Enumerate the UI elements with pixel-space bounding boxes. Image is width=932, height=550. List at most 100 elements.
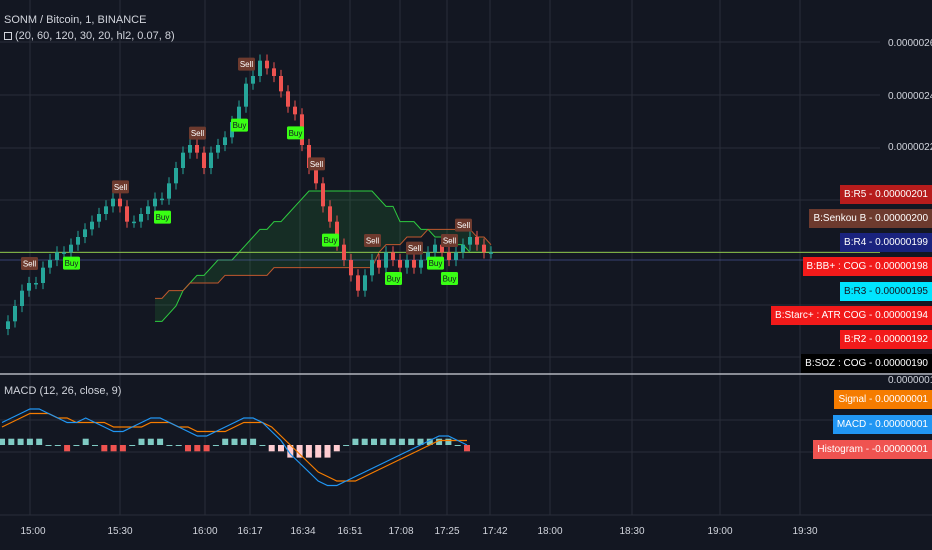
indicator-legend[interactable]: (20, 60, 120, 30, 20, hl2, 0.07, 8)	[4, 30, 175, 42]
candle-body	[174, 168, 178, 184]
signal-badge	[385, 272, 402, 285]
histogram-bar	[287, 445, 294, 458]
buy-signal: Buy	[322, 233, 339, 247]
buy-signal: Buy	[441, 272, 458, 285]
signal-badge	[112, 180, 129, 194]
signal-badge	[427, 256, 444, 270]
candle-body	[251, 76, 255, 84]
candle-body	[258, 60, 262, 76]
candle-body	[216, 145, 220, 153]
histogram-bar	[157, 438, 164, 445]
signal-label: Buy	[429, 259, 443, 268]
candle-body	[335, 221, 339, 245]
candle-body	[405, 260, 409, 268]
time-tick-label: 15:30	[107, 526, 133, 537]
signal-badge	[441, 272, 458, 285]
price-tick-label: 0.00000010	[888, 375, 932, 386]
candle-body	[167, 183, 171, 199]
histogram-bar	[324, 445, 331, 458]
signal-badge	[238, 57, 255, 71]
macd-badge: Signal - 0.00000001	[834, 390, 932, 409]
candle-body	[272, 68, 276, 76]
candle-body	[328, 206, 332, 222]
histogram-bar	[129, 445, 136, 446]
candle-body	[20, 290, 24, 306]
histogram-bar	[315, 445, 322, 458]
histogram-bar	[445, 438, 452, 445]
time-tick-label: 16:34	[290, 526, 316, 537]
sell-signal: Sell	[455, 218, 472, 232]
time-tick-label: 15:00	[20, 526, 46, 537]
signal-badge	[189, 126, 206, 140]
histogram-bar	[73, 445, 80, 446]
signal-badge	[154, 210, 171, 224]
signal-badge	[63, 256, 80, 270]
indicator-icon[interactable]	[4, 32, 12, 40]
histogram-bar	[203, 445, 210, 452]
candle-body	[90, 221, 94, 230]
candle-body	[202, 152, 206, 168]
price-badge: B:Starc+ : ATR COG - 0.00000194	[771, 306, 932, 325]
histogram-bar	[464, 445, 470, 452]
macd-legend[interactable]: MACD (12, 26, close, 9)	[4, 385, 121, 397]
candle-body	[419, 260, 423, 268]
candle-body	[349, 260, 353, 276]
signal-label: Buy	[289, 129, 303, 138]
sell-signal: Sell	[364, 234, 381, 247]
candle-body	[370, 260, 374, 276]
time-tick-label: 19:30	[792, 526, 818, 537]
candle-body	[363, 275, 367, 291]
candle-body	[237, 106, 241, 122]
candle-body	[111, 198, 115, 207]
price-tick-label: 0.00000240	[888, 91, 932, 102]
signal-badge	[287, 126, 304, 140]
time-tick-label: 16:51	[337, 526, 363, 537]
price-badge: B:BB+ : COG - 0.00000198	[802, 257, 932, 276]
histogram-bar	[119, 445, 126, 452]
histogram-bar	[426, 438, 433, 445]
signal-label: Sell	[443, 237, 457, 246]
time-tick-label: 17:08	[388, 526, 414, 537]
macd-params: MACD (12, 26, close, 9)	[4, 385, 122, 397]
signal-label: Buy	[443, 275, 457, 284]
histogram-bar	[185, 445, 191, 452]
histogram-bar	[222, 438, 229, 445]
histogram-bar	[361, 438, 368, 445]
histogram-bar	[408, 438, 415, 445]
histogram-bar	[82, 438, 89, 445]
histogram-bar	[398, 438, 405, 445]
indicator-params: (20, 60, 120, 30, 20, hl2, 0.07, 8)	[15, 30, 175, 42]
signal-badge	[455, 218, 472, 232]
signal-label: Buy	[233, 121, 247, 130]
histogram-bar	[92, 445, 98, 446]
signal-label: Buy	[156, 213, 170, 222]
buy-signal: Buy	[385, 272, 402, 285]
time-tick-label: 16:00	[192, 526, 218, 537]
histogram-bar	[389, 438, 396, 445]
histogram-bar	[147, 438, 154, 445]
histogram-bar	[110, 445, 117, 452]
candle-body	[104, 206, 108, 214]
signal-label: Sell	[114, 183, 128, 192]
signal-badge	[364, 234, 381, 247]
histogram-bar	[175, 445, 182, 446]
candle-body	[34, 283, 38, 285]
candle-body	[440, 244, 444, 253]
histogram-bar	[26, 438, 33, 445]
histogram-bar	[352, 438, 359, 445]
signal-label: Buy	[65, 259, 79, 268]
candle-body	[41, 267, 45, 283]
signal-badge	[231, 118, 248, 132]
candle-body	[314, 168, 318, 184]
candle-body	[286, 91, 290, 107]
candle-body	[27, 283, 31, 291]
symbol-title: SONM / Bitcoin, 1, BINANCE	[4, 14, 147, 26]
time-tick-label: 18:30	[619, 526, 645, 537]
price-badge: B:SOZ : COG - 0.00000190	[801, 354, 932, 373]
candle-body	[62, 252, 66, 254]
time-tick-label: 18:00	[537, 526, 563, 537]
signal-line	[1, 412, 467, 482]
histogram-bar	[343, 445, 350, 446]
time-tick-label: 19:00	[707, 526, 733, 537]
